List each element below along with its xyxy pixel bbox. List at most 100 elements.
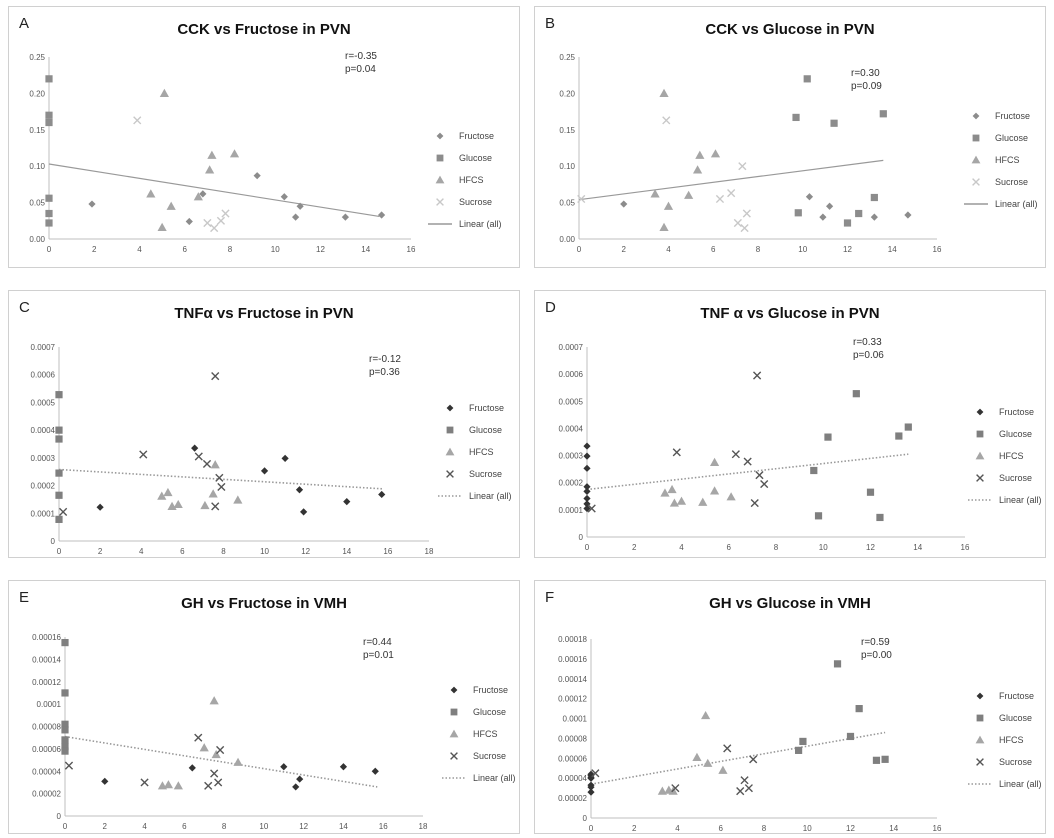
chart-panel-c: 0 0.0001 0.0002 0.0003 0.0004 0.0005 0.0006 0.0…	[8, 290, 520, 558]
legend-label: Sucrose	[999, 757, 1033, 767]
y-tick-label: 0.00008	[558, 734, 587, 743]
data-point-glucose	[855, 209, 863, 218]
correlation-stats: r=0.30 p=0.09	[851, 67, 882, 93]
x-tick-label: 2	[98, 547, 103, 556]
data-point-glucose	[61, 720, 69, 728]
data-point-glucose	[833, 660, 842, 668]
chart-title: GH vs Glucose in VMH	[709, 595, 871, 612]
x-tick-label: 6	[719, 824, 724, 833]
data-point-fructose	[583, 504, 591, 513]
x-tick-label: 12	[843, 245, 852, 254]
legend-label: Linear (all)	[995, 199, 1038, 209]
chart-panel-a: 0.00 0.05 0.10 0.15 0.20 0.25 0 2 4 6 8 10 12 14 16 A …	[8, 6, 520, 268]
x-tick-label: 14	[342, 547, 351, 556]
data-point-hfcs	[157, 222, 167, 231]
data-point-glucose	[843, 219, 852, 227]
x-tick-label: 12	[299, 822, 308, 831]
data-point-glucose	[45, 118, 53, 127]
legend-swatch	[967, 494, 993, 506]
legend-label: Sucrose	[473, 751, 507, 761]
data-point-fructose	[260, 467, 269, 475]
data-point-fructose	[583, 494, 591, 503]
data-point-glucose	[55, 426, 63, 434]
legend-swatch	[437, 490, 463, 502]
legend-label: Fructose	[473, 685, 509, 695]
y-tick-label: 0.0006	[559, 370, 584, 379]
data-point-glucose	[881, 755, 889, 763]
x-tick-label: 8	[228, 245, 233, 254]
legend-entry: Fructose	[967, 685, 1042, 707]
data-point-sucrose	[671, 784, 680, 793]
legend-swatch	[967, 734, 993, 746]
legend-swatch	[427, 152, 453, 164]
legend-label: Fructose	[999, 691, 1035, 701]
data-point-sucrose	[672, 448, 681, 457]
y-tick-label: 0.25	[29, 53, 45, 62]
data-point-glucose	[795, 746, 803, 754]
legend-label: HFCS	[999, 735, 1024, 745]
legend-label: HFCS	[469, 447, 494, 457]
panel-letter: C	[19, 299, 30, 316]
legend-swatch	[967, 778, 993, 790]
y-tick-label: 0.25	[559, 53, 575, 62]
legend-entry: HFCS	[427, 169, 502, 191]
data-point-fructose	[819, 213, 827, 221]
y-tick-label: 0.0007	[559, 343, 584, 352]
data-point-fructose	[620, 200, 628, 208]
legend-entry: Sucrose	[437, 463, 512, 485]
chart-title: CCK vs Fructose in PVN	[177, 21, 351, 38]
p-value: p=0.04	[345, 64, 376, 75]
y-tick-label: 0.0001	[559, 506, 584, 515]
data-point-hfcs	[210, 460, 220, 469]
series-hfcs	[157, 696, 243, 790]
x-tick-label: 10	[803, 824, 812, 833]
correlation-stats: r=-0.35 p=0.04	[345, 50, 377, 76]
data-point-sucrose	[753, 371, 762, 380]
data-point-fructose	[280, 763, 288, 771]
data-point-hfcs	[718, 765, 728, 774]
legend-label: Sucrose	[469, 469, 503, 479]
legend-entry: HFCS	[967, 729, 1042, 751]
x-tick-label: 4	[139, 547, 144, 556]
legend-label: HFCS	[995, 155, 1020, 165]
data-point-fructose	[826, 202, 834, 210]
data-point-hfcs	[199, 743, 209, 752]
data-point-hfcs	[193, 192, 203, 201]
legend-entry: Fructose	[437, 397, 512, 419]
data-point-glucose	[45, 194, 53, 202]
data-point-glucose	[876, 513, 884, 522]
legend-swatch	[437, 402, 463, 414]
data-point-sucrose	[743, 457, 752, 466]
data-point-hfcs	[157, 491, 167, 500]
data-point-fructose	[199, 190, 207, 198]
y-tick-label: 0.0001	[37, 700, 62, 709]
data-point-glucose	[852, 390, 860, 398]
legend-swatch	[967, 472, 993, 484]
data-point-fructose	[587, 774, 595, 782]
legend-entry: Linear (all)	[967, 773, 1042, 795]
x-tick-label: 8	[221, 547, 226, 556]
y-tick-label: 0.00002	[32, 790, 61, 799]
series-sucrose	[133, 116, 230, 233]
data-point-sucrose	[59, 507, 68, 516]
legend-entry: Glucose	[441, 701, 516, 723]
data-point-fructose	[587, 788, 595, 796]
data-point-glucose	[61, 747, 69, 755]
legend-label: Fructose	[469, 403, 505, 413]
data-point-hfcs	[229, 149, 240, 158]
data-point-hfcs	[233, 495, 243, 504]
legend-swatch	[427, 130, 453, 142]
data-point-sucrose	[744, 784, 753, 793]
legend-swatch	[437, 446, 463, 458]
panel-letter: D	[545, 299, 556, 316]
chart-panel-f: 0 0.00002 0.00004 0.00006 0.00008 0.0001 0.000…	[534, 580, 1046, 834]
y-tick-label: 0.10	[29, 162, 45, 171]
y-tick-label: 0.0006	[31, 371, 56, 380]
data-point-glucose	[61, 638, 69, 647]
chart-legend: Fructose Glucose HFCS Sucrose Linear (all)	[427, 125, 502, 235]
data-point-hfcs	[209, 696, 219, 705]
data-point-hfcs	[669, 498, 680, 507]
series-glucose	[792, 75, 887, 227]
data-point-glucose	[794, 209, 802, 217]
data-point-fructose	[296, 775, 304, 783]
